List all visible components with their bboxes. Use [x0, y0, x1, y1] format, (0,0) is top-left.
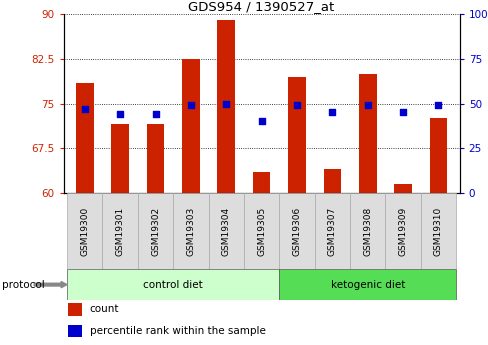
- Point: [328, 110, 336, 115]
- Bar: [76, 82, 93, 193]
- Text: GSM19305: GSM19305: [257, 207, 265, 256]
- Bar: [146, 125, 164, 193]
- Text: percentile rank within the sample: percentile rank within the sample: [89, 326, 265, 336]
- Bar: [323, 169, 341, 193]
- Bar: [349, 193, 385, 269]
- Text: GSM19307: GSM19307: [327, 207, 336, 256]
- Text: count: count: [89, 304, 119, 314]
- Point: [81, 106, 88, 112]
- Bar: [208, 193, 244, 269]
- Text: GSM19306: GSM19306: [292, 207, 301, 256]
- Bar: [244, 193, 279, 269]
- Text: ketogenic diet: ketogenic diet: [330, 280, 404, 289]
- Bar: [314, 193, 349, 269]
- Bar: [279, 193, 314, 269]
- Bar: [67, 325, 81, 337]
- Text: GSM19304: GSM19304: [221, 207, 230, 256]
- Text: GSM19310: GSM19310: [433, 207, 442, 256]
- Text: GSM19303: GSM19303: [186, 207, 195, 256]
- Bar: [252, 172, 270, 193]
- Bar: [420, 193, 455, 269]
- Text: GSM19308: GSM19308: [363, 207, 371, 256]
- Bar: [173, 193, 208, 269]
- Bar: [393, 184, 411, 193]
- Point: [151, 111, 159, 117]
- Text: protocol: protocol: [2, 280, 45, 289]
- Bar: [385, 193, 420, 269]
- Bar: [138, 193, 173, 269]
- Bar: [67, 193, 102, 269]
- Title: GDS954 / 1390527_at: GDS954 / 1390527_at: [188, 0, 334, 13]
- Bar: [67, 269, 279, 300]
- Point: [363, 102, 371, 108]
- Bar: [217, 20, 235, 193]
- Text: GSM19302: GSM19302: [151, 207, 160, 256]
- Point: [434, 102, 442, 108]
- Point: [186, 102, 194, 108]
- Text: GSM19300: GSM19300: [80, 207, 89, 256]
- Bar: [429, 118, 447, 193]
- Text: GSM19309: GSM19309: [398, 207, 407, 256]
- Point: [257, 119, 265, 124]
- Bar: [279, 269, 455, 300]
- Bar: [67, 303, 81, 316]
- Point: [398, 110, 406, 115]
- Bar: [287, 77, 305, 193]
- Point: [116, 111, 124, 117]
- Bar: [182, 59, 199, 193]
- Point: [292, 102, 300, 108]
- Bar: [358, 73, 376, 193]
- Point: [222, 101, 230, 106]
- Bar: [102, 193, 138, 269]
- Bar: [111, 125, 129, 193]
- Text: control diet: control diet: [143, 280, 203, 289]
- Text: GSM19301: GSM19301: [116, 207, 124, 256]
